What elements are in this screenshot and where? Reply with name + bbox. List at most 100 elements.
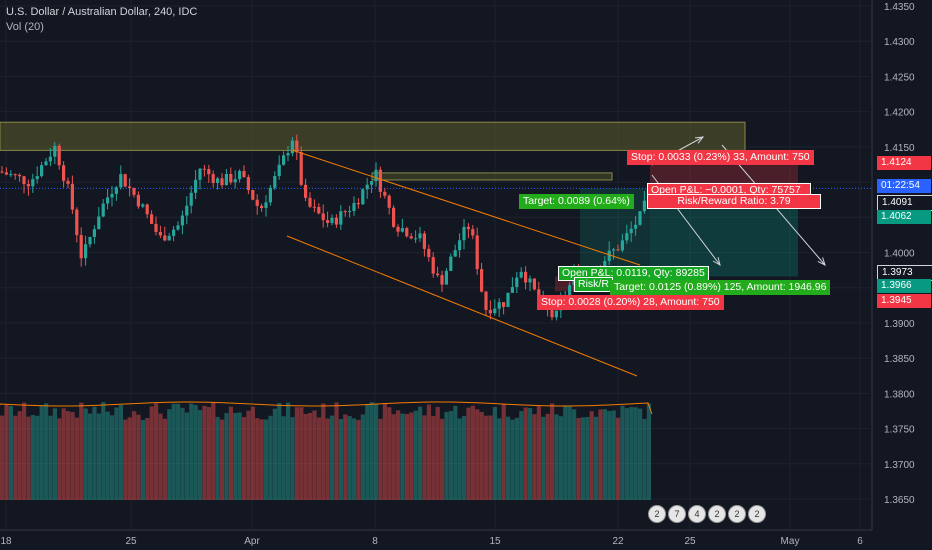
price-tick-label: 1.3800 bbox=[884, 389, 915, 400]
event-icon[interactable]: 2 bbox=[748, 505, 766, 523]
long-rr-label[interactable]: Risk/R bbox=[574, 277, 613, 292]
volume-bar bbox=[101, 402, 106, 500]
candle bbox=[290, 140, 294, 154]
short-stop-label[interactable]: Stop: 0.0033 (0.23%) 33, Amount: 750 bbox=[627, 150, 814, 165]
volume-bar bbox=[136, 414, 141, 500]
long-stop-label[interactable]: Stop: 0.0028 (0.20%) 28, Amount: 750 bbox=[537, 295, 724, 310]
candle bbox=[123, 174, 127, 187]
volume-bar bbox=[440, 418, 445, 500]
candle bbox=[418, 233, 422, 239]
candle bbox=[216, 178, 220, 183]
candle bbox=[554, 310, 558, 318]
volume-bar bbox=[360, 414, 365, 500]
candle bbox=[620, 240, 624, 251]
event-icon[interactable]: 7 bbox=[668, 505, 686, 523]
event-icon[interactable]: 2 bbox=[728, 505, 746, 523]
volume-bar bbox=[299, 407, 304, 500]
candle bbox=[431, 257, 435, 274]
volume-bar bbox=[154, 403, 159, 500]
volume-bar bbox=[466, 407, 471, 500]
volume-bar bbox=[277, 402, 282, 500]
volume-bar bbox=[52, 408, 57, 500]
candle bbox=[339, 211, 343, 225]
volume-bar bbox=[462, 415, 467, 500]
candle bbox=[352, 202, 356, 212]
candle bbox=[396, 226, 400, 232]
volume-bar bbox=[83, 408, 88, 500]
projection-arrow-head bbox=[817, 257, 826, 266]
volume-bar bbox=[646, 403, 651, 500]
event-icon[interactable]: 4 bbox=[688, 505, 706, 523]
volume-bar bbox=[343, 414, 348, 500]
candle bbox=[220, 178, 224, 186]
candle bbox=[145, 204, 149, 215]
candle bbox=[136, 194, 140, 207]
candle bbox=[242, 170, 246, 178]
candle bbox=[207, 169, 211, 175]
candles bbox=[0, 134, 651, 321]
volume-bar bbox=[308, 412, 313, 500]
time-tick-label: 6 bbox=[857, 536, 863, 547]
candle bbox=[9, 174, 13, 176]
candle bbox=[568, 285, 572, 299]
volume-bar bbox=[506, 416, 511, 500]
candle bbox=[167, 235, 171, 241]
candle bbox=[321, 213, 325, 221]
candle bbox=[114, 187, 118, 194]
candle bbox=[497, 302, 501, 309]
volume-bar bbox=[545, 413, 550, 500]
volume-bar bbox=[387, 407, 392, 500]
volume-bar bbox=[633, 407, 638, 500]
volume-bar bbox=[74, 417, 79, 500]
volume-bar bbox=[602, 409, 607, 500]
volume-bar bbox=[202, 405, 207, 500]
volume-bar bbox=[620, 405, 625, 500]
price-tick-label: 1.4350 bbox=[884, 2, 915, 13]
volume-bar bbox=[158, 413, 163, 500]
volume-bar bbox=[624, 408, 629, 500]
volume-bar bbox=[233, 412, 238, 500]
volume-bar bbox=[132, 411, 137, 500]
event-icon[interactable]: 2 bbox=[648, 505, 666, 523]
candle bbox=[110, 193, 114, 198]
volume-bar bbox=[585, 417, 590, 500]
price-badge: 1.4091 bbox=[877, 195, 932, 211]
candle bbox=[374, 169, 378, 182]
volume-bar bbox=[66, 411, 71, 500]
candle bbox=[238, 170, 242, 180]
candle bbox=[255, 199, 259, 206]
long-pnl-label[interactable]: Open P&L: 0.0119, Qty: 89285 bbox=[558, 266, 709, 281]
candle bbox=[365, 184, 369, 190]
short-rr-label[interactable]: Risk/Reward Ratio: 3.79 bbox=[647, 194, 821, 209]
volume-bar bbox=[514, 417, 519, 500]
volume-bar bbox=[523, 407, 528, 500]
candle bbox=[638, 211, 642, 225]
price-tick-label: 1.4300 bbox=[884, 37, 915, 48]
price-badge: 1.3945 bbox=[877, 294, 931, 308]
volume-bar bbox=[268, 415, 273, 500]
volume-bar bbox=[594, 416, 599, 500]
short-target-label[interactable]: Target: 0.0089 (0.64%) bbox=[519, 194, 634, 209]
volume-bar bbox=[303, 413, 308, 500]
volume-bar bbox=[224, 412, 229, 500]
candle bbox=[343, 211, 347, 213]
volume-bar bbox=[369, 402, 374, 500]
long-target-label[interactable]: Target: 0.0125 (0.89%) 125, Amount: 1946… bbox=[610, 280, 831, 295]
candle bbox=[229, 173, 233, 183]
candle bbox=[128, 186, 132, 189]
candle bbox=[163, 235, 167, 241]
volume-bar bbox=[255, 418, 260, 500]
time-tick-label: 25 bbox=[125, 536, 137, 547]
candle bbox=[634, 224, 638, 229]
volume-bar bbox=[171, 403, 176, 500]
volume-bar bbox=[347, 416, 352, 500]
candle bbox=[57, 145, 61, 166]
candle bbox=[370, 181, 374, 185]
resistance-zone bbox=[0, 121, 746, 151]
event-icon[interactable]: 2 bbox=[708, 505, 726, 523]
volume-bar bbox=[149, 406, 154, 500]
volume-bar bbox=[13, 415, 18, 500]
event-icons[interactable]: 2 7 4 2 2 2 bbox=[648, 505, 766, 523]
candle bbox=[453, 250, 457, 257]
